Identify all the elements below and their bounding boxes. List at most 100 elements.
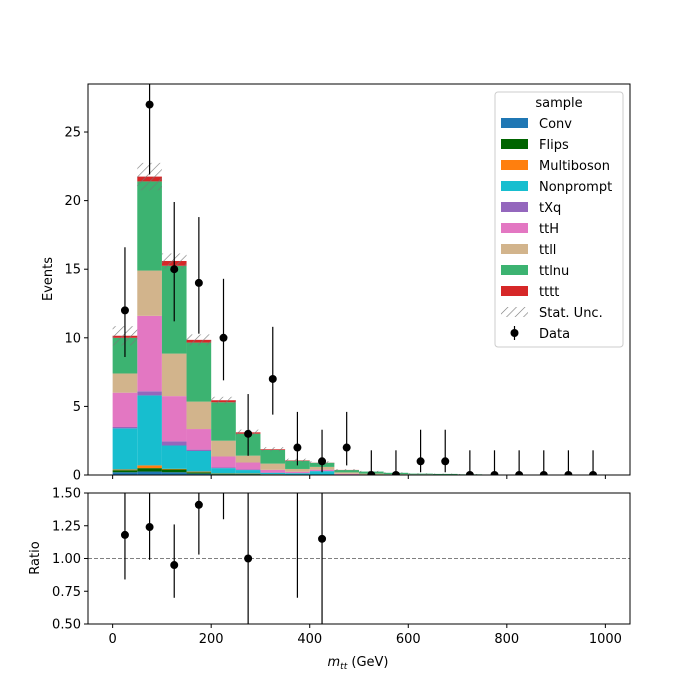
- data-point-11: [391, 471, 400, 475]
- data-point-6: [268, 374, 277, 383]
- bar-ttlnu-13: [432, 473, 458, 475]
- legend-label-nonprompt: Nonprompt: [539, 180, 612, 195]
- y-tick-label-top-2: 10: [64, 331, 81, 346]
- bar-ttlnu-3: [186, 342, 212, 402]
- data-point-12: [416, 457, 425, 466]
- data-point-4: [219, 333, 228, 342]
- legend: sample Conv Flips Multiboson Nonprompt tXq ttH…: [494, 91, 624, 348]
- bar-multiboson-1: [137, 465, 162, 469]
- legend-frame: [494, 91, 624, 348]
- data-point-13: [441, 457, 450, 466]
- bar-tth-3: [186, 429, 212, 450]
- y-tick-label-top-0: 0: [73, 469, 81, 484]
- bar-conv-3: [186, 473, 212, 475]
- legend-label-txq: tXq: [539, 201, 561, 216]
- bar-flips-2: [161, 469, 187, 473]
- x-axis-label: mtt (GeV): [328, 655, 389, 672]
- data-point-9: [342, 443, 351, 452]
- data-point-19: [589, 471, 598, 475]
- y-tick-label-top-3: 15: [64, 263, 81, 278]
- legend-label-tth: ttH: [539, 222, 559, 237]
- bar-multiboson-3: [186, 471, 212, 473]
- ratio-point-5: [244, 554, 253, 563]
- bar-ttll-7: [285, 468, 310, 472]
- x-axis-label-sub: tt: [340, 662, 348, 672]
- stat-unc-box-6: [260, 447, 286, 452]
- bar-multiboson-2: [161, 468, 187, 470]
- legend-swatch-conv: [501, 118, 528, 128]
- legend-swatch-tth: [501, 223, 528, 233]
- bar-tth-9: [334, 473, 359, 475]
- bar-tth-7: [285, 471, 310, 474]
- stat-unc-box-9: [334, 469, 359, 471]
- ratio-point-1: [145, 523, 154, 532]
- data-point-10: [367, 471, 376, 475]
- y-tick-label-bottom-1: 0.75: [52, 585, 81, 600]
- data-point-18: [564, 471, 573, 475]
- legend-label-data: Data: [539, 327, 570, 342]
- ratio-point-2: [170, 561, 179, 570]
- bar-ttll-1: [137, 270, 162, 316]
- bar-flips-3: [186, 472, 212, 474]
- bar-ttll-2: [161, 353, 187, 397]
- legend-swatch-flips: [501, 139, 528, 149]
- data-point-16: [515, 471, 524, 475]
- legend-label-ttlnu: ttlnu: [539, 264, 569, 279]
- bar-multiboson-0: [112, 469, 138, 471]
- y-tick-label-bottom-3: 1.25: [52, 519, 81, 534]
- bar-nonprompt-1: [137, 395, 162, 466]
- legend-swatch-txq: [501, 202, 528, 212]
- y-tick-label-bottom-2: 1.00: [52, 552, 81, 567]
- bar-txq-0: [112, 426, 138, 429]
- x-tick-label-0: 0: [108, 632, 116, 647]
- data-point-3: [194, 278, 203, 287]
- ratio-point-7: [318, 534, 327, 543]
- bar-nonprompt-5: [235, 470, 261, 474]
- y-axis-label-top: Events: [41, 257, 56, 301]
- bar-nonprompt-0: [112, 428, 138, 470]
- stat-unc-box-13: [432, 473, 458, 475]
- y-tick-label-bottom-4: 1.50: [52, 487, 81, 502]
- ratio-point-3: [194, 500, 203, 509]
- bar-tth-1: [137, 315, 162, 392]
- bar-txq-3: [186, 449, 212, 451]
- bar-nonprompt-3: [186, 450, 212, 472]
- data-point-1: [145, 100, 154, 109]
- data-point-7: [293, 443, 302, 452]
- bar-ttlnu-6: [260, 449, 286, 464]
- bar-conv-2: [161, 472, 187, 475]
- bar-txq-5: [235, 469, 261, 471]
- legend-label-multiboson: Multiboson: [539, 159, 610, 174]
- bar-nonprompt-7: [285, 473, 310, 475]
- x-tick-label-5: 1000: [589, 632, 622, 647]
- y-tick-label-top-4: 20: [64, 194, 81, 209]
- legend-title: sample: [535, 96, 582, 111]
- data-point-0: [120, 306, 129, 315]
- legend-label-flips: Flips: [539, 138, 569, 153]
- legend-data-marker: [510, 329, 519, 337]
- bar-ttll-3: [186, 401, 212, 430]
- x-tick-label-2: 400: [297, 632, 322, 647]
- y-tick-label-bottom-0: 0.50: [52, 618, 81, 633]
- bar-flips-1: [137, 468, 162, 472]
- top-panel: 0 5 10 15 20 25: [64, 83, 631, 484]
- legend-swatch-tttt: [501, 286, 528, 296]
- legend-swatch-stat-unc: [501, 307, 528, 317]
- bar-nonprompt-8: [309, 471, 335, 475]
- legend-label-tttt: tttt: [539, 285, 559, 300]
- bar-ttll-5: [235, 455, 261, 463]
- data-point-2: [170, 265, 179, 274]
- y-axis-label-bottom: Ratio: [28, 541, 43, 574]
- x-axis-label-suffix: (GeV): [347, 655, 388, 670]
- bar-txq-1: [137, 391, 162, 396]
- data-point-14: [465, 471, 474, 475]
- bar-ttll-9: [334, 472, 359, 474]
- data-point-15: [490, 471, 499, 475]
- top-plot-area: [112, 84, 598, 475]
- legend-swatch-nonprompt: [501, 181, 528, 191]
- bar-tth-0: [112, 392, 138, 427]
- bar-ttlnu-9: [334, 470, 359, 473]
- x-axis-label-prefix: m: [328, 655, 341, 670]
- bar-conv-0: [112, 472, 138, 475]
